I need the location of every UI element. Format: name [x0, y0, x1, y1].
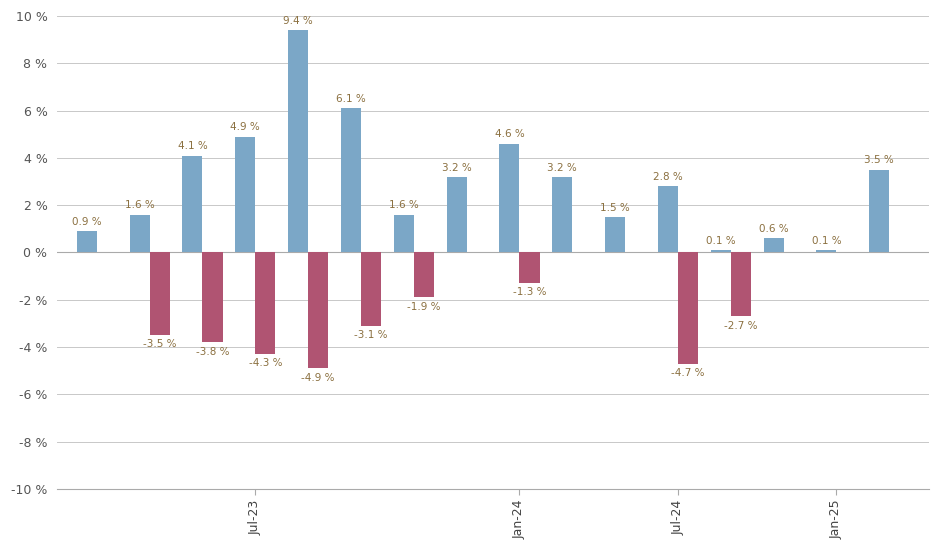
- Text: 2.8 %: 2.8 %: [653, 172, 682, 182]
- Bar: [256, 252, 275, 354]
- Text: 4.6 %: 4.6 %: [494, 129, 525, 140]
- Bar: [130, 214, 149, 252]
- Text: -2.7 %: -2.7 %: [724, 321, 758, 331]
- Text: -4.3 %: -4.3 %: [248, 359, 282, 369]
- Text: 0.9 %: 0.9 %: [72, 217, 102, 227]
- Text: -1.3 %: -1.3 %: [512, 288, 546, 298]
- Bar: [658, 186, 678, 252]
- Text: 0.1 %: 0.1 %: [811, 236, 841, 246]
- Text: 1.5 %: 1.5 %: [601, 203, 630, 213]
- Bar: [182, 156, 202, 252]
- Bar: [361, 252, 381, 326]
- Bar: [446, 177, 466, 252]
- Text: 0.1 %: 0.1 %: [706, 236, 736, 246]
- Text: -1.9 %: -1.9 %: [407, 301, 441, 312]
- Bar: [308, 252, 328, 368]
- Text: 9.4 %: 9.4 %: [283, 16, 313, 26]
- Text: 3.5 %: 3.5 %: [865, 156, 894, 166]
- Text: -3.5 %: -3.5 %: [143, 339, 177, 349]
- Text: 4.9 %: 4.9 %: [230, 123, 260, 133]
- Text: 3.2 %: 3.2 %: [547, 163, 577, 173]
- Text: -4.9 %: -4.9 %: [302, 372, 335, 383]
- Text: -3.8 %: -3.8 %: [196, 346, 229, 356]
- Text: -4.7 %: -4.7 %: [671, 368, 705, 378]
- Bar: [414, 252, 434, 298]
- Text: 3.2 %: 3.2 %: [442, 163, 472, 173]
- Text: 1.6 %: 1.6 %: [125, 200, 154, 211]
- Bar: [288, 30, 308, 252]
- Bar: [394, 214, 414, 252]
- Text: 1.6 %: 1.6 %: [389, 200, 418, 211]
- Bar: [711, 250, 730, 252]
- Bar: [552, 177, 572, 252]
- Bar: [235, 136, 256, 252]
- Bar: [605, 217, 625, 252]
- Bar: [149, 252, 170, 335]
- Bar: [341, 108, 361, 252]
- Text: -3.1 %: -3.1 %: [354, 330, 388, 340]
- Bar: [763, 238, 784, 252]
- Text: 4.1 %: 4.1 %: [178, 141, 208, 151]
- Bar: [77, 231, 97, 252]
- Text: 0.6 %: 0.6 %: [759, 224, 789, 234]
- Bar: [202, 252, 223, 342]
- Text: 6.1 %: 6.1 %: [337, 94, 366, 104]
- Bar: [870, 170, 889, 252]
- Bar: [499, 144, 520, 252]
- Bar: [678, 252, 698, 364]
- Bar: [520, 252, 540, 283]
- Bar: [730, 252, 751, 316]
- Bar: [816, 250, 837, 252]
